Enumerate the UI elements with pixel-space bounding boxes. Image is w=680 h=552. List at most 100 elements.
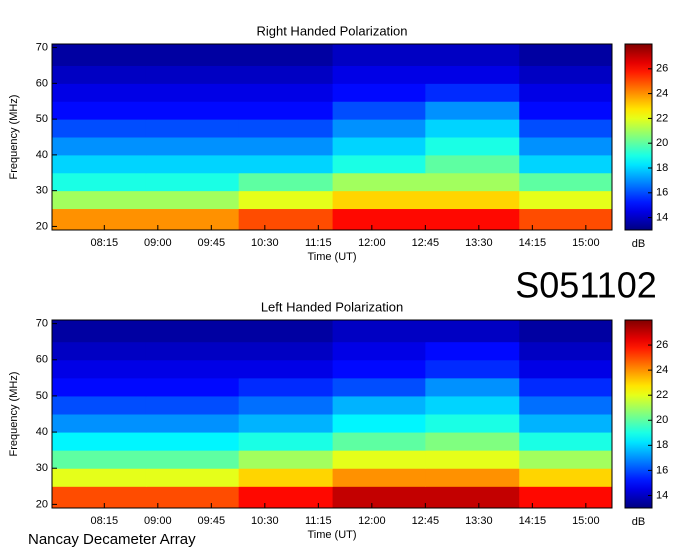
x-tick-label: 13:30 <box>465 237 493 249</box>
heatmap-cell <box>519 450 613 469</box>
heatmap-cell <box>145 101 240 120</box>
heatmap-cell <box>332 432 426 451</box>
colorbar-label: dB <box>632 516 645 528</box>
heatmap-cell <box>332 119 426 138</box>
plot-frame <box>51 319 613 509</box>
heatmap-cell <box>519 359 613 379</box>
heatmap-cell <box>425 65 520 84</box>
heatmap-cell <box>145 395 240 415</box>
x-tick-label: 09:00 <box>144 237 172 249</box>
heatmap-cell <box>425 486 520 509</box>
heatmap-cell <box>238 450 334 469</box>
x-tick-label: 12:00 <box>358 515 386 527</box>
heatmap-cell <box>519 468 613 487</box>
heatmap-cell <box>238 190 334 210</box>
y-tick-label: 40 <box>36 426 48 438</box>
heatmap-cell <box>52 377 147 397</box>
colorbar-tick-label: 20 <box>656 414 668 426</box>
heatmap-cell <box>519 414 613 433</box>
x-tick-label: 08:15 <box>91 237 119 249</box>
heatmap-cell <box>238 432 334 451</box>
plot-frame <box>51 43 613 231</box>
heatmap-cell <box>332 172 426 192</box>
heatmap-cell <box>238 119 334 138</box>
heatmap-cell <box>425 468 520 487</box>
heatmap-cell <box>519 320 613 343</box>
heatmap-cell <box>238 83 334 102</box>
y-tick-label: 30 <box>36 185 48 197</box>
heatmap-cell <box>425 154 520 174</box>
heatmap-cell <box>145 414 240 433</box>
colorbar-label: dB <box>632 238 645 250</box>
heatmap-cell <box>519 486 613 509</box>
heatmap-cell <box>52 137 147 156</box>
y-tick-label: 60 <box>36 77 48 89</box>
heatmap-cell <box>425 44 520 66</box>
heatmap-cell <box>52 468 147 487</box>
colorbar-tick-label: 24 <box>656 88 668 100</box>
colorbar-tick-label: 22 <box>656 389 668 401</box>
heatmap-cell <box>145 377 240 397</box>
heatmap-cell <box>52 154 147 174</box>
y-tick-label: 60 <box>36 354 48 366</box>
x-tick-label: 08:15 <box>91 515 119 527</box>
heatmap-cell <box>425 83 520 102</box>
heatmap-cell <box>145 450 240 469</box>
heatmap-cell <box>238 468 334 487</box>
colorbar-tick-label: 18 <box>656 439 668 451</box>
x-tick-label: 11:15 <box>305 515 332 527</box>
colorbar-tick-label: 14 <box>656 489 668 501</box>
heatmap-cell <box>425 320 520 343</box>
colorbar <box>624 43 653 231</box>
heatmap-cell <box>519 83 613 102</box>
heatmap-cell <box>425 208 520 231</box>
heatmap-cell <box>145 65 240 84</box>
heatmap-cell <box>425 414 520 433</box>
x-axis-label: Time (UT) <box>307 251 356 263</box>
x-tick-label: 09:00 <box>144 515 172 527</box>
colorbar-tick-label: 22 <box>656 112 668 124</box>
heatmap-cell <box>52 341 147 361</box>
heatmap-cell <box>519 101 613 120</box>
heatmap-cell <box>52 432 147 451</box>
heatmap-cell <box>332 65 426 84</box>
x-tick-label: 15:00 <box>572 237 600 249</box>
heatmap-cell <box>238 486 334 509</box>
heatmap-cell <box>238 65 334 84</box>
heatmap-cell <box>52 359 147 379</box>
y-axis-label: Frequency (MHz) <box>8 95 20 180</box>
heatmap-cell <box>519 119 613 138</box>
colorbar-tick-label: 24 <box>656 364 668 376</box>
heatmap-cell <box>145 359 240 379</box>
heatmap-cell <box>145 119 240 138</box>
heatmap-cell <box>52 395 147 415</box>
heatmap-cell <box>52 486 147 509</box>
colorbar-tick-label: 16 <box>656 187 668 199</box>
heatmap-cell <box>238 137 334 156</box>
heatmap-cell <box>145 208 240 231</box>
heatmap-cell <box>425 450 520 469</box>
heatmap-cell <box>519 154 613 174</box>
colorbar-tick-label: 26 <box>656 339 668 351</box>
heatmap-cell <box>52 450 147 469</box>
y-tick-label: 70 <box>36 41 48 53</box>
heatmap-cell <box>332 208 426 231</box>
colorbar-tick-label: 14 <box>656 212 668 224</box>
heatmap-cell <box>519 44 613 66</box>
heatmap-cell <box>238 172 334 192</box>
heatmap-cell <box>425 119 520 138</box>
y-axis-label: Frequency (MHz) <box>8 372 20 457</box>
y-tick-label: 70 <box>36 318 48 330</box>
chart-title: Left Handed Polarization <box>261 299 403 314</box>
chart-title: Right Handed Polarization <box>256 23 407 38</box>
x-tick-label: 12:00 <box>358 237 386 249</box>
x-tick-label: 14:15 <box>519 237 547 249</box>
heatmap-cell <box>145 190 240 210</box>
colorbar-tick-label: 20 <box>656 137 668 149</box>
heatmap-cell <box>519 190 613 210</box>
heatmap-cell <box>519 208 613 231</box>
heatmap-cell <box>519 172 613 192</box>
heatmap-cell <box>238 154 334 174</box>
x-tick-label: 12:45 <box>412 515 440 527</box>
heatmap-cell <box>52 83 147 102</box>
